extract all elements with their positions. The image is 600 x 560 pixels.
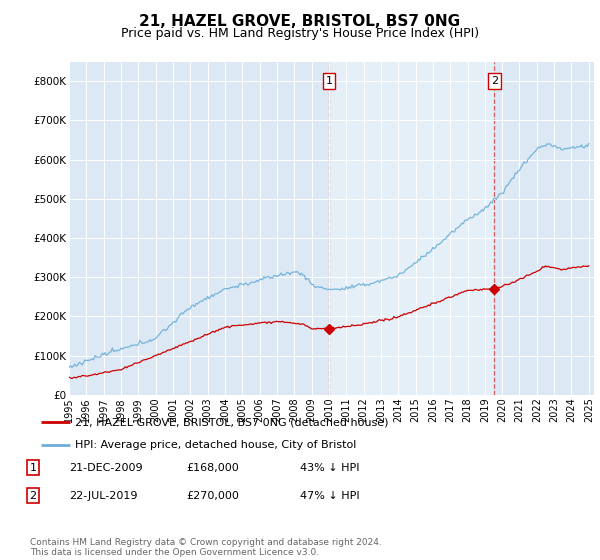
Text: 22-JUL-2019: 22-JUL-2019 — [69, 491, 137, 501]
Text: £168,000: £168,000 — [186, 463, 239, 473]
Bar — [329, 62, 494, 395]
Text: 21, HAZEL GROVE, BRISTOL, BS7 0NG: 21, HAZEL GROVE, BRISTOL, BS7 0NG — [139, 14, 461, 29]
Text: 1: 1 — [325, 76, 332, 86]
Text: 21-DEC-2009: 21-DEC-2009 — [69, 463, 143, 473]
Text: £270,000: £270,000 — [186, 491, 239, 501]
Text: HPI: Average price, detached house, City of Bristol: HPI: Average price, detached house, City… — [75, 440, 356, 450]
Text: 2: 2 — [491, 76, 498, 86]
Text: 21, HAZEL GROVE, BRISTOL, BS7 0NG (detached house): 21, HAZEL GROVE, BRISTOL, BS7 0NG (detac… — [75, 417, 388, 427]
Text: 2: 2 — [29, 491, 37, 501]
Text: 47% ↓ HPI: 47% ↓ HPI — [300, 491, 359, 501]
Text: Contains HM Land Registry data © Crown copyright and database right 2024.
This d: Contains HM Land Registry data © Crown c… — [30, 538, 382, 557]
Text: Price paid vs. HM Land Registry's House Price Index (HPI): Price paid vs. HM Land Registry's House … — [121, 27, 479, 40]
Text: 43% ↓ HPI: 43% ↓ HPI — [300, 463, 359, 473]
Text: 1: 1 — [29, 463, 37, 473]
